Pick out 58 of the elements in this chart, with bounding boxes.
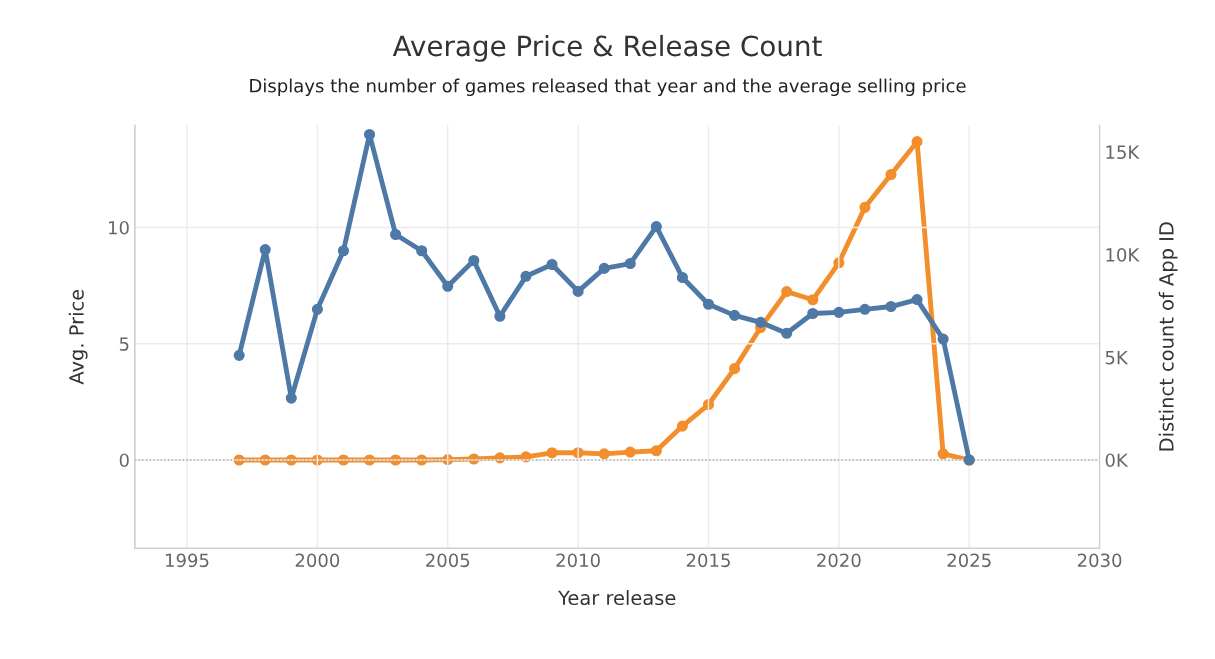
- point: [807, 307, 819, 320]
- point: [937, 448, 949, 460]
- chart-subtitle: Displays the number of games released that year and the average selling price: [250, 78, 966, 97]
- point: [442, 280, 454, 292]
- x-tick-label: 1995: [166, 553, 209, 568]
- point: [311, 303, 323, 315]
- point: [859, 201, 871, 213]
- y2-tick-label: 15K: [1106, 145, 1140, 160]
- point: [468, 254, 480, 267]
- x-axis-title: Year release: [558, 590, 676, 606]
- point: [781, 286, 793, 298]
- point: [650, 221, 662, 233]
- x-tick-label: 2020: [817, 553, 861, 568]
- y2-axis-title: Distinct count of App ID: [1158, 222, 1178, 451]
- x-tick-label: 2000: [295, 553, 340, 568]
- point: [233, 349, 245, 361]
- point: [781, 327, 793, 339]
- x-tick-label: 2005: [426, 553, 470, 568]
- point: [676, 420, 688, 432]
- point: [546, 258, 558, 271]
- point: [494, 310, 506, 322]
- point: [624, 446, 636, 458]
- point: [728, 309, 741, 321]
- point: [546, 447, 558, 459]
- point: [728, 363, 741, 375]
- x-tick-label: 2015: [686, 553, 730, 568]
- y-tick-label: 10: [109, 220, 129, 235]
- point: [520, 270, 532, 282]
- point: [911, 293, 923, 306]
- y-tick-label: 5: [119, 337, 129, 351]
- y2-tick-label: 0K: [1105, 453, 1129, 468]
- y2-tick-label: 5K: [1105, 350, 1129, 365]
- point: [598, 448, 610, 460]
- y-axis-title: Avg. Price: [68, 289, 88, 385]
- y-tick-label: 0: [119, 453, 129, 468]
- point: [911, 136, 923, 148]
- x-tick-label: 2010: [556, 553, 600, 568]
- point: [885, 168, 897, 181]
- x-tick-label: 2030: [1077, 553, 1122, 568]
- point: [702, 398, 715, 411]
- point: [702, 298, 715, 310]
- point: [598, 262, 610, 274]
- x-tick-label: 2025: [947, 553, 991, 568]
- point: [859, 303, 871, 315]
- point: [390, 228, 402, 241]
- point: [650, 445, 662, 457]
- point: [937, 333, 949, 345]
- y2-tick-label: 10K: [1106, 248, 1140, 262]
- point: [624, 257, 636, 270]
- point: [833, 306, 845, 318]
- point: [572, 285, 584, 297]
- point: [337, 245, 350, 257]
- point: [755, 316, 767, 328]
- point: [807, 294, 819, 306]
- point: [676, 271, 688, 284]
- point: [885, 300, 897, 313]
- chart-title: Average Price & Release Count: [392, 34, 822, 62]
- point: [416, 245, 428, 257]
